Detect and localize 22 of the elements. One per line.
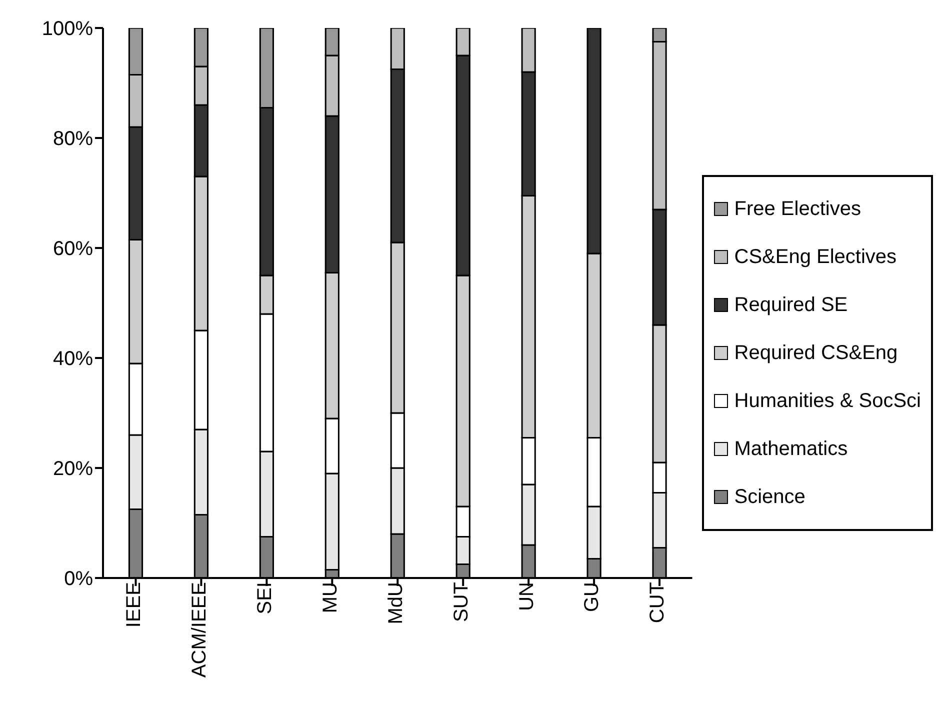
legend-label: Science	[734, 486, 806, 508]
x-tick-label: IEEE	[122, 582, 145, 628]
legend-label: Free Electives	[734, 198, 861, 220]
legend-label: Required CS&Eng	[734, 342, 898, 364]
x-tick-label: GU	[581, 582, 604, 612]
x-tick-label: MdU	[384, 582, 407, 624]
x-tick-label: CUT	[646, 582, 669, 624]
y-tick-label: 60%	[52, 238, 94, 260]
y-tick-label: 0%	[64, 568, 94, 590]
y-tick-label: 80%	[52, 128, 94, 150]
x-tick-label: ACM/IEEE	[188, 582, 210, 678]
legend-label: CS&Eng Electives	[734, 246, 897, 268]
x-tick-label: UN	[516, 582, 538, 611]
y-tick-label: 20%	[52, 458, 94, 480]
x-tick-label: SEI	[254, 582, 276, 614]
y-tick-label: 40%	[52, 348, 94, 370]
y-tick-label: 100%	[42, 18, 94, 40]
legend-label: Required SE	[734, 294, 848, 316]
x-tick-label: MU	[319, 582, 342, 614]
legend-label: Mathematics	[734, 438, 848, 460]
legend-label: Humanities & SocSci	[734, 390, 921, 412]
x-tick-label: SUT	[450, 582, 472, 622]
